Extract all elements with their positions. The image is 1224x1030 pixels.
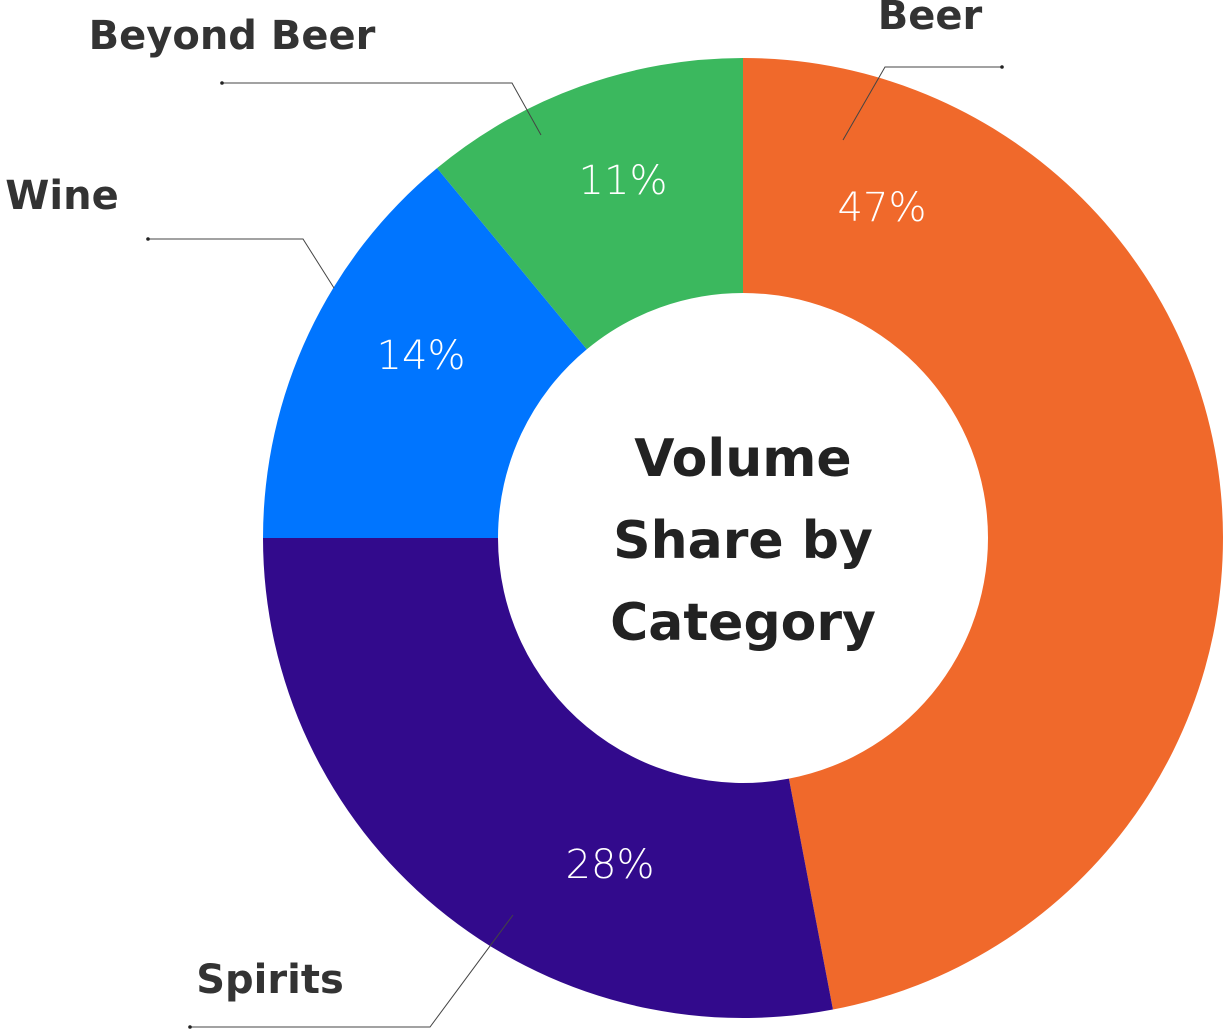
donut-slice bbox=[263, 168, 587, 539]
category-label: Beer bbox=[878, 0, 983, 39]
leader-dot bbox=[188, 1025, 192, 1029]
leader-line bbox=[190, 914, 514, 1028]
leader-line bbox=[148, 238, 335, 289]
value-label: 28% bbox=[566, 842, 655, 888]
category-label: Spirits bbox=[196, 957, 344, 1003]
donut-slice bbox=[743, 58, 1223, 1010]
leader-line bbox=[842, 66, 1002, 141]
category-label: Wine bbox=[5, 173, 118, 219]
value-label: 14% bbox=[377, 333, 466, 379]
leader-dot bbox=[146, 237, 150, 241]
category-label: Beyond Beer bbox=[89, 13, 376, 59]
donut-slice bbox=[437, 57, 743, 350]
donut-slice bbox=[263, 538, 833, 1019]
value-label: 11% bbox=[579, 158, 668, 204]
leader-dot bbox=[220, 81, 224, 85]
leader-line bbox=[222, 82, 542, 136]
chart-title: Volume Share by Category bbox=[610, 429, 876, 653]
leader-dot bbox=[1000, 65, 1004, 69]
value-label: 47% bbox=[838, 185, 927, 231]
